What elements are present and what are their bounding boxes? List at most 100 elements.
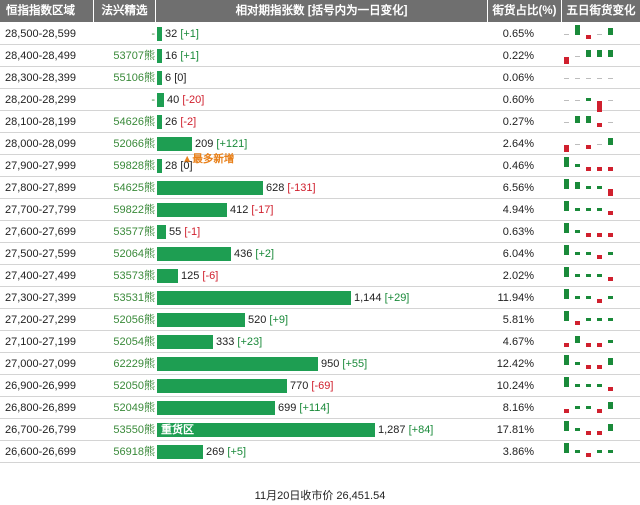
trend-spike bbox=[575, 78, 580, 79]
ratio-cell: 5.81% bbox=[502, 314, 534, 326]
range-cell: 26,600-26,699 bbox=[5, 446, 76, 458]
trend-spike bbox=[586, 207, 591, 211]
warrant-code-cell[interactable]: 54626熊 bbox=[113, 116, 155, 128]
range-cell: 27,300-27,399 bbox=[5, 292, 76, 304]
volume-value: 333 [+23] bbox=[216, 331, 262, 353]
range-cell: 27,600-27,699 bbox=[5, 226, 76, 238]
five-day-trend-chart bbox=[562, 265, 628, 287]
trend-spike bbox=[597, 167, 602, 171]
warrant-code-cell[interactable]: 53577熊 bbox=[113, 226, 155, 238]
volume-bar-cell: 26 [-2] bbox=[157, 111, 487, 133]
table-header: 恒指指数区域 法兴精选 相对期指张数 [括号内为一日变化] 街货占比(%) 五日… bbox=[0, 0, 640, 22]
range-cell: 27,900-27,999 bbox=[5, 160, 76, 172]
trend-spike bbox=[575, 383, 580, 387]
warrant-code-cell[interactable]: 56918熊 bbox=[113, 446, 155, 458]
count-text: 1,287 bbox=[378, 424, 406, 436]
trend-spike bbox=[608, 211, 613, 215]
warrant-code-cell[interactable]: 53531熊 bbox=[113, 292, 155, 304]
warrant-code-cell[interactable]: 59828熊 bbox=[113, 160, 155, 172]
trend-spike bbox=[597, 449, 602, 453]
count-text: 55 bbox=[169, 226, 182, 238]
trend-spike bbox=[608, 251, 613, 255]
volume-value: 628 [-131] bbox=[266, 177, 316, 199]
range-cell: 28,500-28,599 bbox=[5, 28, 76, 40]
ratio-cell: 0.60% bbox=[502, 94, 534, 106]
volume-value: 520 [+9] bbox=[248, 309, 288, 331]
warrant-code-cell[interactable]: 59822熊 bbox=[113, 204, 155, 216]
trend-spike bbox=[597, 383, 602, 387]
table-row: 27,500-27,599 52064熊 436 [+2] 6.04% bbox=[0, 243, 640, 265]
volume-bar bbox=[157, 159, 162, 173]
table-row: 28,300-28,399 55106熊 6 [0] 0.06% bbox=[0, 67, 640, 89]
trend-spike bbox=[608, 424, 613, 431]
table-row: 26,600-26,699 56918熊 269 [+5] 3.86% bbox=[0, 441, 640, 463]
trend-spike bbox=[597, 144, 602, 145]
trend-spike bbox=[597, 233, 602, 237]
five-day-trend-chart bbox=[562, 243, 628, 265]
warrant-code-cell[interactable]: 52050熊 bbox=[113, 380, 155, 392]
volume-bar bbox=[157, 115, 162, 129]
ratio-cell: 0.27% bbox=[502, 116, 534, 128]
range-cell: 27,500-27,599 bbox=[5, 248, 76, 260]
warrant-code-cell: - bbox=[151, 94, 155, 106]
volume-bar-cell: 32 [+1] bbox=[157, 23, 487, 45]
five-day-trend-chart bbox=[562, 375, 628, 397]
count-text: 6 bbox=[165, 72, 172, 84]
volume-bar-cell: 16 [+1] bbox=[157, 45, 487, 67]
warrant-code-cell[interactable]: 52049熊 bbox=[113, 402, 155, 414]
five-day-trend-chart bbox=[562, 67, 628, 89]
trend-spike bbox=[575, 295, 580, 299]
warrant-code-cell[interactable]: 53707熊 bbox=[113, 50, 155, 62]
trend-spike bbox=[586, 50, 591, 57]
trend-spike bbox=[586, 273, 591, 277]
ratio-cell: 0.63% bbox=[502, 226, 534, 238]
daily-change-text: [+121] bbox=[216, 138, 248, 150]
volume-bar-cell: 520 [+9] bbox=[157, 309, 487, 331]
table-row: 26,700-26,799 53550熊 重货区 1,287 [+84] 17.81% bbox=[0, 419, 640, 441]
volume-bar bbox=[157, 247, 231, 261]
count-text: 412 bbox=[230, 204, 249, 216]
range-cell: 27,400-27,499 bbox=[5, 270, 76, 282]
range-cell: 28,300-28,399 bbox=[5, 72, 76, 84]
trend-spike bbox=[575, 405, 580, 409]
trend-spike bbox=[597, 365, 602, 369]
trend-spike bbox=[597, 123, 602, 127]
warrant-code-cell[interactable]: 53573熊 bbox=[113, 270, 155, 282]
trend-spike bbox=[586, 78, 591, 79]
warrant-code-cell[interactable]: 55106熊 bbox=[113, 72, 155, 84]
volume-value: 1,287 [+84] bbox=[378, 419, 433, 441]
warrant-code-cell[interactable]: 52054熊 bbox=[113, 336, 155, 348]
volume-value: 16 [+1] bbox=[165, 45, 199, 67]
warrant-code-cell[interactable]: 62229熊 bbox=[113, 358, 155, 370]
trend-spike bbox=[575, 336, 580, 343]
table-row: 27,300-27,399 53531熊 1,144 [+29] 11.94% bbox=[0, 287, 640, 309]
five-day-trend-chart bbox=[562, 441, 628, 463]
trend-spike bbox=[564, 222, 569, 233]
trend-spike bbox=[586, 35, 591, 39]
warrant-code-cell[interactable]: 54625熊 bbox=[113, 182, 155, 194]
range-cell: 26,700-26,799 bbox=[5, 424, 76, 436]
ratio-cell: 6.04% bbox=[502, 248, 534, 260]
table-row: 27,200-27,299 52056熊 520 [+9] 5.81% bbox=[0, 309, 640, 331]
count-text: 40 bbox=[167, 94, 180, 106]
table-row: 27,400-27,499 53573熊 125 [-6] 2.02% bbox=[0, 265, 640, 287]
volume-value: 950 [+55] bbox=[321, 353, 367, 375]
warrant-code-cell[interactable]: 52056熊 bbox=[113, 314, 155, 326]
trend-spike bbox=[586, 295, 591, 299]
trend-spike bbox=[608, 138, 613, 145]
warrant-code-cell[interactable]: 52064熊 bbox=[113, 248, 155, 260]
daily-change-text: [0] bbox=[180, 160, 193, 172]
daily-change-text: [+114] bbox=[299, 402, 330, 414]
trend-spike bbox=[597, 317, 602, 321]
trend-spike bbox=[586, 453, 591, 457]
warrant-code-cell[interactable]: 52066熊 bbox=[113, 138, 155, 150]
volume-bar-cell: 770 [-69] bbox=[157, 375, 487, 397]
trend-spike bbox=[564, 156, 569, 167]
five-day-trend-chart bbox=[562, 287, 628, 309]
volume-bar-cell: 269 [+5] bbox=[157, 441, 487, 463]
warrant-code-cell[interactable]: 53550熊 bbox=[113, 424, 155, 436]
trend-spike bbox=[586, 185, 591, 189]
volume-value: 55 [-1] bbox=[169, 221, 200, 243]
five-day-trend-chart bbox=[562, 199, 628, 221]
daily-change-text: [-17] bbox=[251, 204, 274, 216]
